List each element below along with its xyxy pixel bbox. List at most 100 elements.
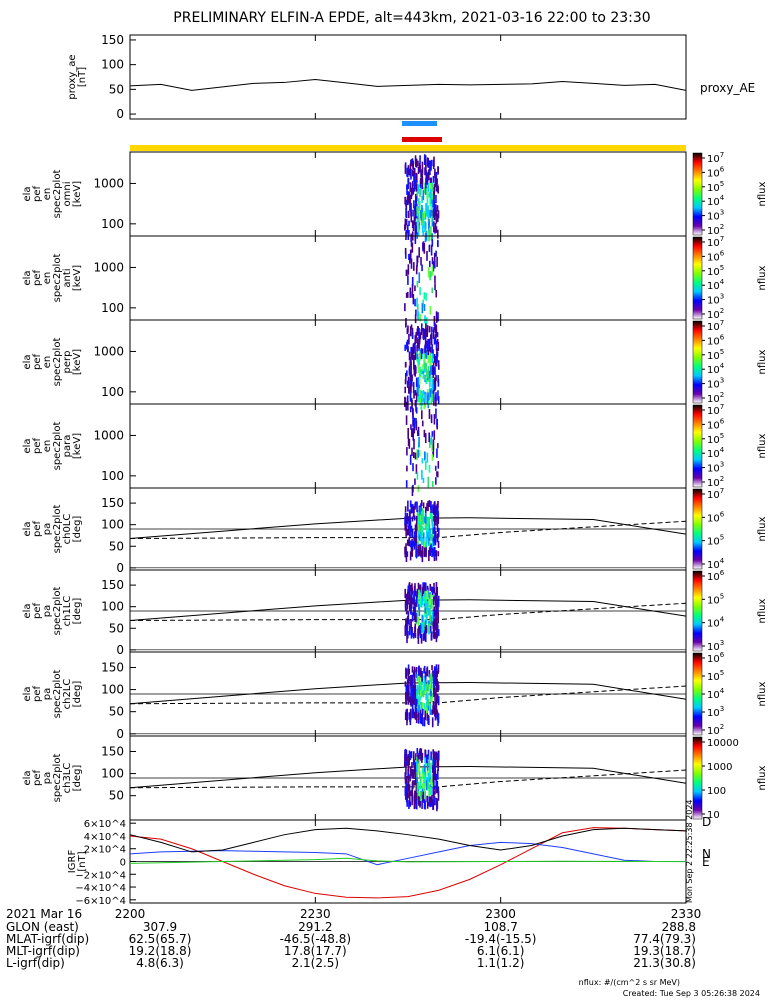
spec2plot_ch2LC-pixel <box>416 673 419 682</box>
spec2plot_ch2LC-pixel <box>407 668 409 676</box>
spec2plot_perp-pixel <box>409 326 412 337</box>
spec2plot_perp-pixel <box>428 370 431 379</box>
spec2plot_anti-pixel <box>431 257 434 265</box>
row-label: GLON (east) <box>6 920 79 934</box>
spec2plot_ch1LC-pixel <box>408 589 411 597</box>
spec2plot_ch2LC-pixel <box>423 681 426 691</box>
spec2plot_ch3LC-pixel <box>432 775 435 782</box>
spec2plot_ch3LC-pixel <box>408 750 411 757</box>
spec2plot_anti-pixel <box>415 267 418 275</box>
spec2plot_ch2LC-pixel <box>435 677 437 686</box>
spec2plot_ch0LC-pixel <box>419 517 421 527</box>
spec2plot_ch3LC-pixel <box>424 757 426 764</box>
spec2plot_ch3LC-pixel <box>429 788 431 796</box>
spec2plot_ch0LC-pixel <box>436 514 439 523</box>
spec2plot_ch1LC-pixel <box>418 625 420 634</box>
spec2plot_perp-pixel <box>415 334 417 344</box>
spec2plot_perp-pixel <box>433 379 435 390</box>
spec2plot_anti-pixel <box>404 247 407 255</box>
row-value: 62.5(65.7) <box>129 932 192 946</box>
y-tick-label: 100 <box>101 385 124 399</box>
spec2plot_ch3LC-pixel <box>430 776 433 787</box>
spec2plot_ch0LC-pixel <box>434 508 437 518</box>
spec2plot_ch0LC-pixel <box>424 512 427 524</box>
spec2plot_omni-pixel <box>424 232 427 243</box>
spec2plot_para-pixel <box>417 426 420 437</box>
spec2plot_ch0LC-pixel <box>415 534 417 544</box>
spec2plot_ch0LC-pixel <box>406 551 409 557</box>
spec2plot_ch1LC-cb-title: nflux <box>757 598 768 623</box>
spec2plot_perp-pixel <box>412 354 415 366</box>
spec2plot_ch2LC-pixel <box>433 666 436 676</box>
spec2plot_ch3LC-pixel <box>416 783 419 793</box>
spec2plot_ch0LC-ylabel-line: spec2plot <box>52 505 63 554</box>
bar-yellow <box>130 145 686 151</box>
spec2plot_perp-pixel <box>419 392 422 399</box>
spec2plot_ch2LC-pixel <box>417 704 419 710</box>
spec2plot_ch0LC-pixel <box>408 538 410 546</box>
spec2plot_omni-pixel <box>412 187 415 195</box>
spec2plot_ch2LC-pixel <box>414 712 417 720</box>
spec2plot_perp-pixel <box>414 353 417 360</box>
spec2plot_ch2LC-pixel <box>405 684 408 693</box>
spec2plot_ch3LC-pixel <box>416 777 418 785</box>
spec2plot_ch2LC-pixel <box>432 670 434 677</box>
spec2plot_ch3LC-pixel <box>407 791 409 799</box>
spec2plot_ch1LC-pixel <box>429 604 431 615</box>
spec2plot_ch0LC-pixel <box>411 541 414 551</box>
spec2plot_omni-pixel <box>432 175 435 183</box>
spec2plot_ch3LC-pixel <box>425 780 428 791</box>
spec2plot_ch0LC-pixel <box>428 530 430 538</box>
spec2plot_ch0LC-pixel <box>436 523 439 533</box>
spec2plot_anti-pixel <box>405 269 408 276</box>
spec2plot_ch0LC-pixel <box>422 532 425 539</box>
spec2plot_ch2LC-pixel <box>433 709 435 715</box>
spec2plot_ch0LC-pixel <box>434 531 437 537</box>
spec2plot_para-pixel <box>412 452 415 459</box>
spec2plot_perp-pixel <box>422 330 425 341</box>
spec2plot_ch3LC-pixel <box>432 766 434 774</box>
spec2plot_omni-pixel <box>417 166 420 175</box>
spec2plot_perp-pixel <box>418 387 421 395</box>
spec2plot_anti-pixel <box>436 256 438 267</box>
spec2plot_omni-pixel <box>425 203 428 214</box>
spec2plot_para-pixel <box>405 480 408 488</box>
spec2plot_ch0LC-pixel <box>413 541 415 547</box>
spec2plot_ch2LC-pixel <box>413 666 416 673</box>
spec2plot_ch0LC-pixel <box>418 523 421 534</box>
spec2plot_ch0LC-pixel <box>433 526 436 534</box>
spec2plot_ch1LC-pixel <box>432 630 435 638</box>
spec2plot_omni-pixel <box>416 190 419 202</box>
spec2plot_ch3LC-pixel <box>434 785 436 795</box>
spec2plot_ch0LC-pixel <box>409 551 412 561</box>
spec2plot_para-pixel <box>413 417 416 429</box>
igrf-series-total <box>129 827 687 853</box>
spec2plot_perp-pixel <box>410 324 413 330</box>
igrf-label-E: E <box>702 855 710 869</box>
spec2plot_perp-pixel <box>426 370 428 377</box>
spec2plot_ch2LC-pixel <box>410 685 412 696</box>
spec2plot_omni-pixel <box>412 220 414 226</box>
spec2plot_ch0LC-pixel <box>421 551 424 563</box>
spec2plot_ch3LC-pixel <box>405 787 408 795</box>
spec2plot_ch3LC-pixel <box>432 758 435 770</box>
spec2plot_perp-pixel <box>405 322 407 328</box>
spec2plot_ch0LC-pixel <box>430 533 433 541</box>
spec2plot_perp-pixel <box>414 335 417 345</box>
spec2plot_ch2LC-pixel <box>416 685 419 693</box>
spec2plot_anti-pixel <box>427 267 430 278</box>
y-tick-label: 0 <box>116 727 124 741</box>
spec2plot_ch1LC-pixel <box>410 619 412 629</box>
spec2plot_para-pixel <box>415 464 418 475</box>
spec2plot_perp-pixel <box>431 326 433 333</box>
spec2plot_para-pixel <box>412 463 414 472</box>
spec2plot_ch0LC-pixel <box>433 502 436 510</box>
spec2plot_ch1LC-pixel <box>404 600 407 609</box>
spec2plot_ch3LC-pixel <box>436 798 439 810</box>
spec2plot_para-pixel <box>430 435 433 446</box>
spec2plot_ch0LC-pixel <box>414 501 417 508</box>
spec2plot_anti-pixel <box>414 314 417 324</box>
spec2plot_omni-pixel <box>422 230 424 236</box>
spec2plot_ch1LC-pixel <box>417 597 420 604</box>
spec2plot_ch2LC-pixel <box>422 682 425 690</box>
